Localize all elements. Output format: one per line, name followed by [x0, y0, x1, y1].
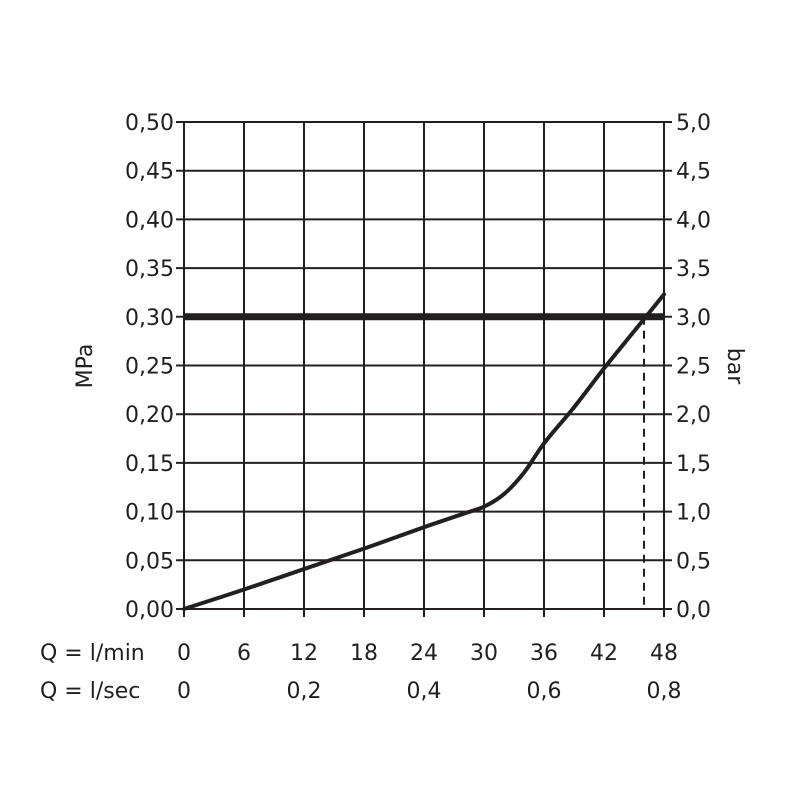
x-tick-label-lsec: 0,2: [287, 679, 322, 704]
y-tick-label: 0,45: [125, 160, 174, 185]
y2-tick-label: 2,5: [676, 355, 711, 380]
x-tick-label-lmin: 0: [177, 641, 191, 666]
y-tick-label: 0,50: [125, 111, 174, 136]
y2-tick-label: 0,0: [676, 598, 711, 623]
x-tick-label-lsec: 0,6: [527, 679, 562, 704]
x-tick-label-lmin: 36: [530, 641, 558, 666]
marks: [182, 292, 666, 611]
y-axis-label: MPa: [73, 344, 98, 389]
y2-tick-label: 3,0: [676, 306, 711, 331]
y-tick-label: 0,25: [125, 355, 174, 380]
x-row1-label: Q = l/min: [40, 641, 145, 666]
x-tick-label-lsec: 0,4: [407, 679, 442, 704]
y2-tick-label: 4,0: [676, 208, 711, 233]
pressure-curve: [182, 292, 666, 611]
x-row2-label: Q = l/sec: [40, 679, 140, 704]
x-tick-label-lmin: 12: [290, 641, 318, 666]
y-tick-label: 0,05: [125, 549, 174, 574]
grid: [176, 121, 672, 617]
y2-tick-label: 1,5: [676, 452, 711, 477]
y-tick-label: 0,20: [125, 403, 174, 428]
y2-tick-label: 5,0: [676, 111, 711, 136]
y-tick-label: 0,00: [125, 598, 174, 623]
x-tick-label-lmin: 24: [410, 641, 438, 666]
y2-tick-label: 4,5: [676, 160, 711, 185]
labels: MPa bar Q = l/min Q = l/sec 0,00 0,0 0,05 0…: [40, 111, 747, 704]
y2-axis-label: bar: [722, 348, 747, 385]
y2-tick-label: 2,0: [676, 403, 711, 428]
y-tick-label: 0,10: [125, 501, 174, 526]
y-tick-label: 0,40: [125, 208, 174, 233]
y2-tick-label: 3,5: [676, 257, 711, 282]
x-tick-label-lmin: 42: [590, 641, 618, 666]
x-tick-label-lmin: 48: [650, 641, 678, 666]
x-tick-label-lsec: 0: [177, 679, 191, 704]
y-tick-label: 0,30: [125, 306, 174, 331]
y-tick-label: 0,15: [125, 452, 174, 477]
x-tick-label-lmin: 30: [470, 641, 498, 666]
x-tick-label-lmin: 6: [237, 641, 251, 666]
y2-tick-label: 1,0: [676, 501, 711, 526]
x-tick-label-lmin: 18: [350, 641, 378, 666]
x-tick-label-lsec: 0,8: [647, 679, 682, 704]
y-tick-label: 0,35: [125, 257, 174, 282]
y2-tick-label: 0,5: [676, 549, 711, 574]
